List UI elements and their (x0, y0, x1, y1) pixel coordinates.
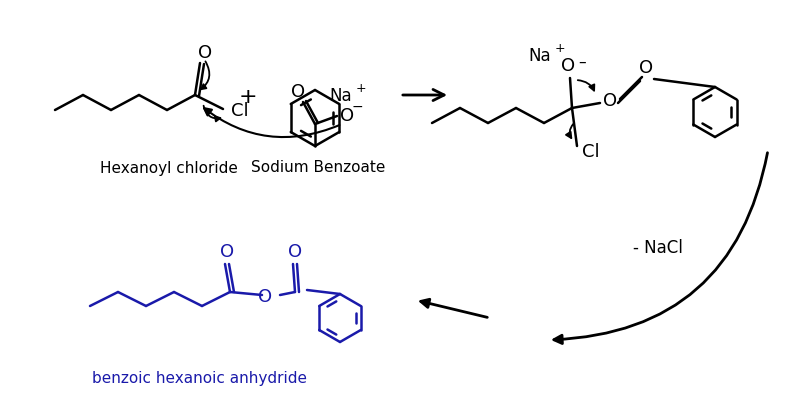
Text: Cl: Cl (582, 143, 600, 161)
Text: O: O (198, 44, 212, 62)
FancyArrowPatch shape (566, 124, 573, 138)
FancyArrowPatch shape (204, 108, 339, 137)
FancyArrowPatch shape (421, 299, 487, 317)
Text: Na: Na (330, 87, 352, 105)
Text: benzoic hexanoic anhydride: benzoic hexanoic anhydride (93, 371, 307, 386)
Text: O: O (603, 92, 617, 110)
FancyArrowPatch shape (201, 61, 210, 89)
Text: +: + (238, 87, 258, 107)
Text: –: – (578, 55, 586, 70)
Text: O: O (258, 288, 272, 306)
Text: O: O (639, 59, 653, 77)
Text: O: O (288, 243, 302, 261)
Text: +: + (554, 41, 566, 55)
Text: −: − (351, 100, 363, 114)
Text: O: O (291, 83, 305, 101)
Text: Sodium Benzoate: Sodium Benzoate (251, 160, 385, 175)
Text: O: O (220, 243, 234, 261)
FancyArrowPatch shape (203, 106, 220, 121)
Text: O: O (561, 57, 575, 75)
Text: O: O (340, 107, 354, 125)
Text: Na: Na (529, 47, 551, 65)
FancyArrowPatch shape (554, 153, 767, 344)
Text: - NaCl: - NaCl (633, 239, 683, 257)
Text: Cl: Cl (231, 102, 249, 120)
Text: Hexanoyl chloride: Hexanoyl chloride (100, 160, 238, 175)
FancyArrowPatch shape (578, 80, 594, 90)
Text: +: + (356, 81, 366, 94)
